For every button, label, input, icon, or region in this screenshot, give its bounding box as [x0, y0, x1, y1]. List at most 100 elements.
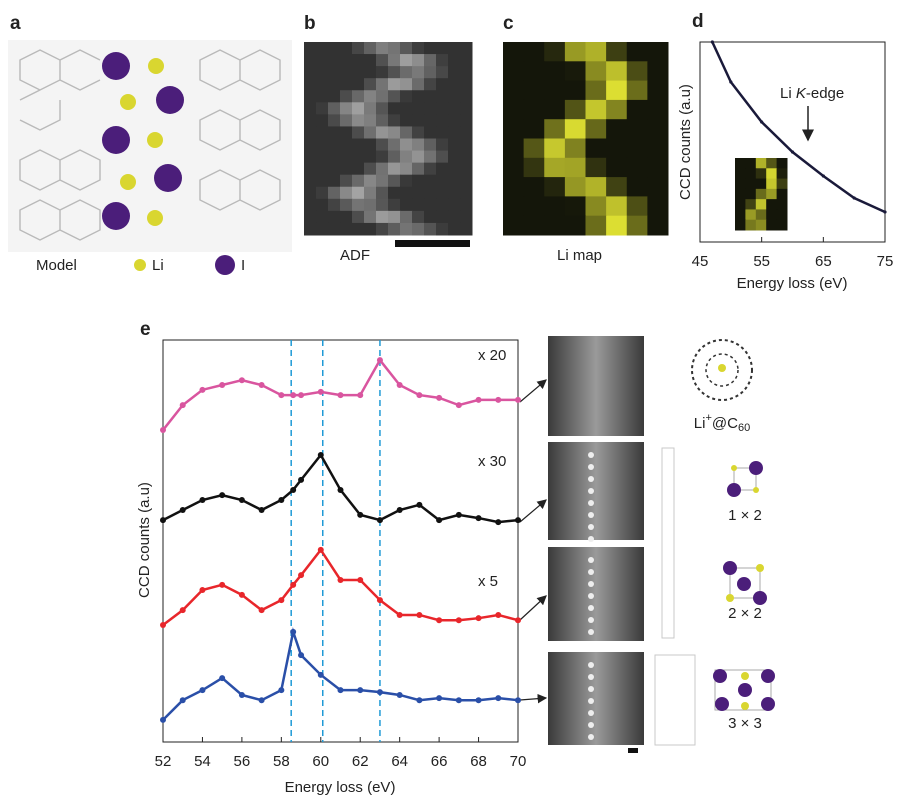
pixel [304, 199, 317, 212]
pixel [316, 114, 329, 127]
pixel [565, 196, 586, 216]
data-point [298, 477, 304, 483]
pixel [586, 81, 607, 101]
pixel [745, 158, 756, 169]
atom-column [588, 605, 594, 611]
pixel [328, 42, 341, 55]
pixel [756, 179, 767, 190]
data-point [290, 629, 296, 635]
pixel [735, 179, 746, 190]
micrographs [548, 336, 644, 753]
pixel [503, 216, 524, 236]
pixel [364, 151, 377, 164]
data-point [199, 387, 205, 393]
pixel [316, 151, 329, 164]
pixel [376, 211, 389, 224]
pixel [627, 81, 648, 101]
pixel [745, 220, 756, 231]
pixel [524, 61, 545, 81]
pixel [460, 90, 473, 103]
pixel [735, 189, 746, 200]
pixel [340, 54, 353, 67]
pixel [352, 139, 365, 152]
pixel [340, 66, 353, 79]
pixel [388, 199, 401, 212]
pixel [777, 158, 788, 169]
data-point [822, 174, 825, 177]
pixel [400, 102, 413, 115]
series-line [163, 632, 518, 720]
pixel [352, 199, 365, 212]
pixel [364, 223, 377, 236]
pixel [647, 61, 668, 81]
pixel [304, 175, 317, 188]
pixel [606, 216, 627, 236]
data-point [711, 40, 714, 43]
pixel [436, 151, 449, 164]
pixel [544, 196, 565, 216]
pixel [364, 199, 377, 212]
pixel [376, 114, 389, 127]
data-point [290, 487, 296, 493]
data-point [180, 697, 186, 703]
data-point [495, 397, 501, 403]
pixel [400, 163, 413, 176]
pixel [412, 114, 425, 127]
pixel [304, 54, 317, 67]
data-point [278, 392, 284, 398]
pixel [388, 187, 401, 200]
data-point [456, 402, 462, 408]
atom-column [588, 464, 594, 470]
pixel [304, 126, 317, 139]
pixel [364, 54, 377, 67]
pixel [503, 119, 524, 139]
series-line [163, 550, 518, 625]
pixel [777, 220, 788, 231]
pixel [316, 90, 329, 103]
atom-column [588, 710, 594, 716]
pixel [412, 199, 425, 212]
pixel [388, 175, 401, 188]
pixel [388, 126, 401, 139]
pixel [388, 42, 401, 55]
atom-column [588, 593, 594, 599]
data-point [278, 687, 284, 693]
pixel [436, 139, 449, 152]
pixel [448, 90, 461, 103]
pixel [304, 90, 317, 103]
data-point [760, 120, 763, 123]
x-tick-label: 68 [470, 753, 487, 770]
legend-label: I [241, 257, 245, 274]
pixel [565, 119, 586, 139]
data-point [160, 717, 166, 723]
pixel [352, 211, 365, 224]
pixel [544, 100, 565, 120]
data-point [476, 515, 482, 521]
label-part: Li [694, 415, 706, 432]
data-point [298, 392, 304, 398]
structures [655, 340, 775, 745]
pixel [304, 42, 317, 55]
pixel [436, 66, 449, 79]
pixel [328, 139, 341, 152]
y-axis-label: CCD counts (a.u) [136, 482, 153, 598]
data-point [259, 697, 265, 703]
pixel [340, 114, 353, 127]
pixel [565, 139, 586, 159]
data-point [397, 507, 403, 513]
data-point [259, 507, 265, 513]
atom-column [588, 488, 594, 494]
pixel [364, 187, 377, 200]
pixel [766, 168, 777, 179]
pixel [328, 199, 341, 212]
x-axis-label: Energy loss (eV) [285, 779, 396, 796]
data-point [476, 397, 482, 403]
pixel [400, 114, 413, 127]
pixel [756, 209, 767, 220]
data-point [357, 392, 363, 398]
pixel [586, 216, 607, 236]
atom-column [588, 524, 594, 530]
scale-bar [395, 240, 470, 247]
pixel [340, 42, 353, 55]
legend-label: Li [152, 257, 164, 274]
